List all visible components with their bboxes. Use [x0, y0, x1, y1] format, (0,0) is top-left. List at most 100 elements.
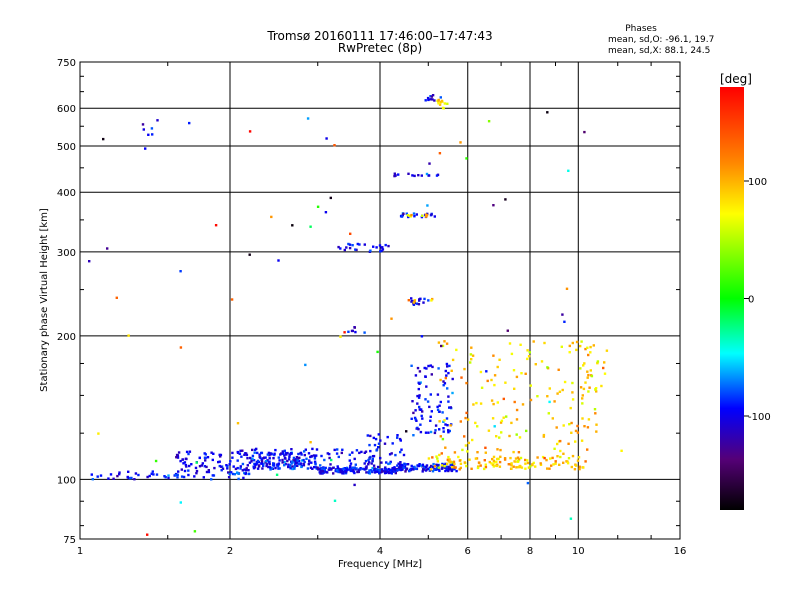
echo-point [394, 471, 397, 475]
echo-point [503, 457, 507, 460]
echo-point [525, 429, 528, 433]
echo-point [227, 476, 231, 479]
echo-point [505, 415, 508, 418]
echo-point [363, 243, 366, 246]
echo-point [493, 461, 496, 464]
echo-point [509, 456, 512, 460]
echo-point [205, 470, 209, 474]
echo-point [557, 368, 560, 371]
echo-point [176, 476, 179, 479]
echo-point [262, 464, 265, 468]
echo-point [444, 376, 447, 380]
echo-point [498, 465, 502, 468]
echo-point [300, 465, 303, 469]
echo-point [384, 470, 387, 473]
echo-point [513, 387, 516, 390]
echo-point [236, 422, 240, 425]
echo-point [493, 374, 497, 377]
echo-point [437, 367, 440, 370]
echo-point [468, 458, 471, 461]
echo-point [260, 458, 263, 461]
echo-point [336, 448, 339, 451]
echo-point [293, 467, 296, 470]
echo-point [490, 399, 494, 402]
echo-point [452, 460, 456, 463]
echo-point [500, 419, 504, 422]
echo-point [515, 418, 519, 421]
echo-point [470, 346, 473, 349]
echo-point [410, 297, 413, 300]
echo-point [245, 453, 249, 457]
echo-point [457, 455, 460, 459]
echo-point [412, 434, 415, 437]
echo-point [328, 466, 331, 470]
echo-point [556, 455, 559, 458]
echo-point [453, 466, 456, 469]
echo-point [277, 463, 280, 466]
echo-point [603, 361, 606, 364]
echo-point [558, 390, 562, 393]
echo-point [343, 467, 347, 470]
echo-point [405, 212, 408, 215]
echo-point [443, 382, 447, 385]
echo-point [255, 461, 259, 465]
echo-point [432, 462, 435, 466]
echo-point [430, 299, 433, 302]
echo-point [474, 457, 478, 460]
echo-point [445, 462, 449, 466]
echo-point [389, 471, 392, 474]
echo-point [554, 460, 557, 463]
x-tick-label: 10 [572, 546, 585, 557]
echo-point [484, 446, 487, 449]
echo-point [287, 465, 290, 469]
echo-point [292, 456, 296, 460]
echo-point [448, 364, 451, 368]
echo-point [559, 455, 562, 459]
echo-point [127, 470, 130, 473]
echo-point [268, 466, 272, 469]
echo-point [203, 465, 206, 468]
echo-point [510, 421, 513, 425]
echo-point [430, 468, 433, 471]
echo-point [260, 462, 263, 465]
echo-point [586, 426, 590, 429]
x-axis-ticks: 1 2 4 6 8 10 16 [77, 62, 686, 557]
echo-point [449, 460, 453, 463]
echo-point [152, 473, 155, 476]
y-tick-label: 200 [57, 332, 76, 343]
echo-point [258, 453, 261, 456]
echo-point [284, 452, 288, 455]
echo-point [438, 152, 442, 155]
echo-point [431, 470, 435, 473]
echo-point [436, 393, 440, 396]
echo-point [261, 467, 264, 470]
echo-point [430, 213, 433, 216]
echo-point [354, 463, 357, 466]
echo-point [579, 367, 582, 370]
echo-point [398, 437, 402, 441]
echo-point [203, 456, 207, 459]
echo-point [309, 225, 312, 228]
echo-point [137, 473, 140, 477]
echo-point [231, 456, 234, 459]
echo-point [256, 451, 259, 455]
echo-point [339, 247, 342, 250]
echo-point [472, 403, 475, 406]
echo-point [443, 340, 446, 343]
echo-point [336, 465, 339, 468]
echo-point [515, 375, 519, 379]
echo-point [463, 367, 466, 371]
echo-point [520, 466, 524, 469]
echo-point [566, 462, 570, 465]
echo-point [526, 461, 530, 465]
echo-point [476, 466, 480, 470]
echo-point [583, 130, 586, 134]
echo-point [464, 416, 467, 420]
echo-point [542, 435, 545, 438]
echo-point [190, 463, 193, 466]
echo-point [268, 457, 271, 460]
echo-point [233, 473, 236, 476]
echo-point [425, 468, 429, 471]
echo-point [436, 457, 439, 460]
echo-point [311, 447, 314, 451]
